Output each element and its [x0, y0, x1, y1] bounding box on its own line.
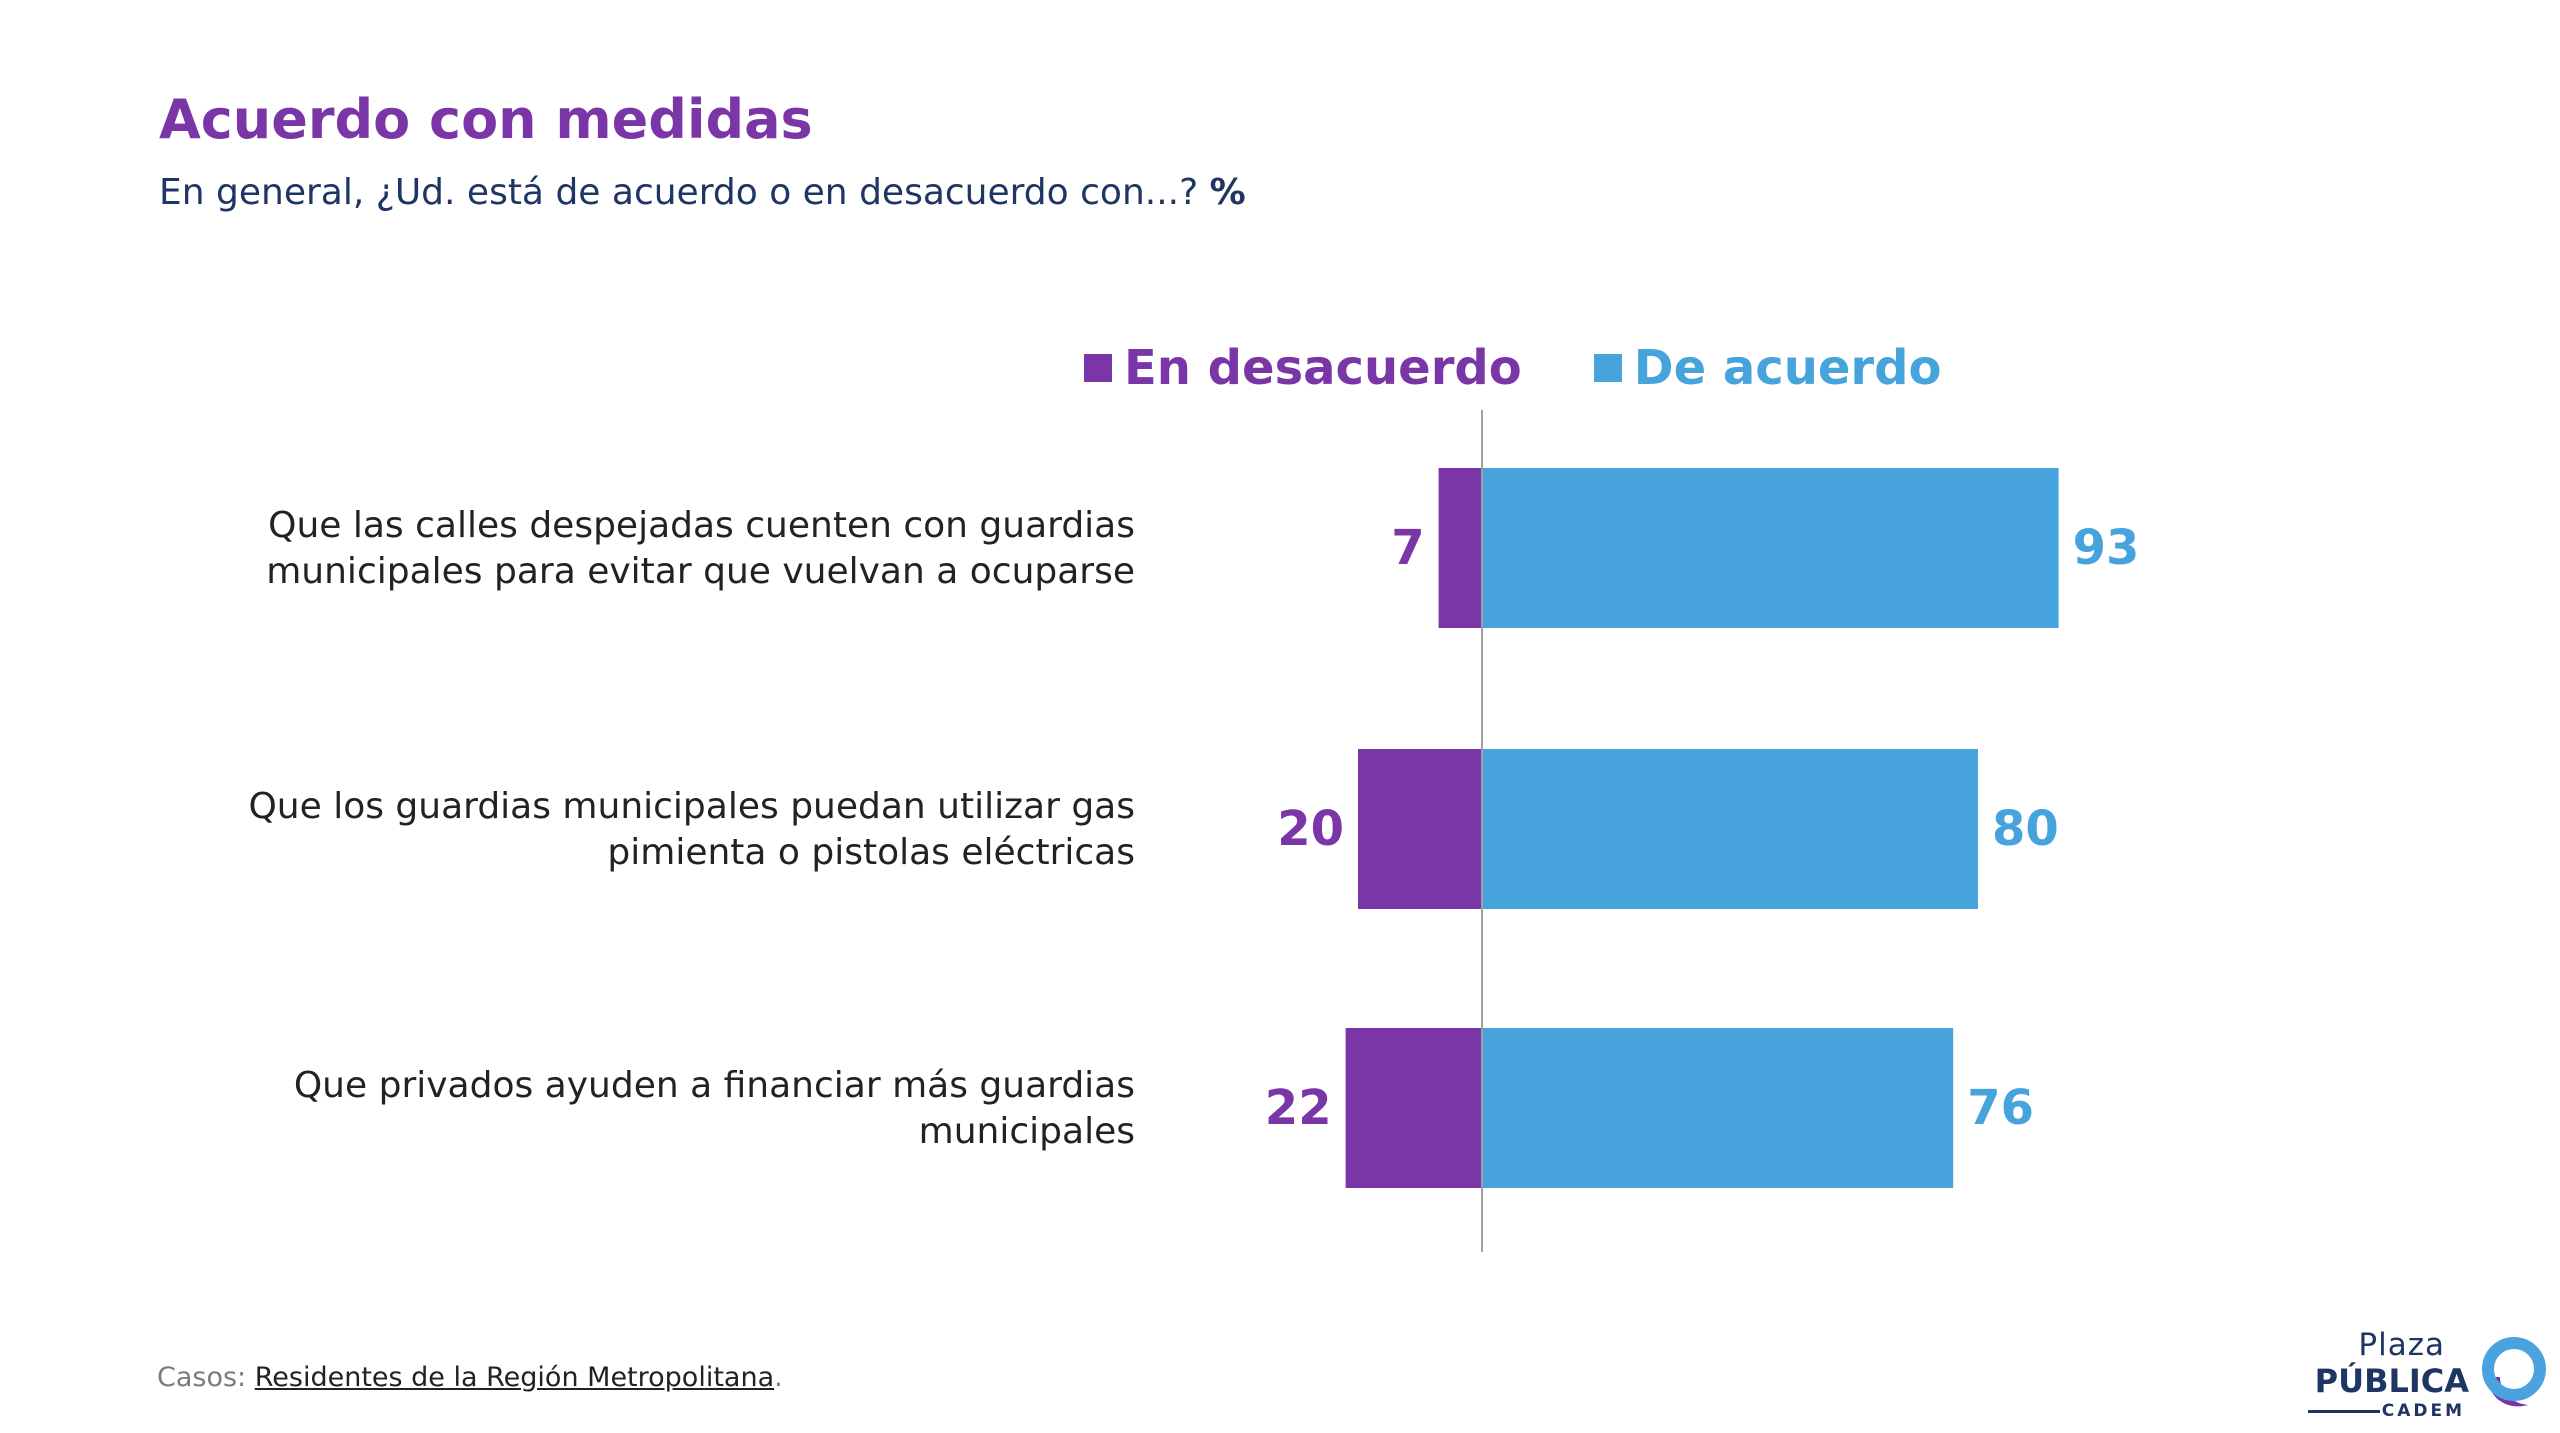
- bar-acuerdo: [1482, 468, 2059, 628]
- chart-subtitle: En general, ¿Ud. está de acuerdo o en de…: [159, 172, 1246, 213]
- chart-title: Acuerdo con medidas: [159, 88, 813, 151]
- data-label-desacuerdo: 7: [1391, 520, 1424, 576]
- legend-item: De acuerdo: [1593, 340, 1942, 396]
- legend-swatch: [1084, 354, 1112, 382]
- category-label-line: Que las calles despejadas cuenten con gu…: [268, 505, 1135, 546]
- legend-swatch: [1593, 354, 1622, 382]
- category-label: Que privados ayuden a financiar más guar…: [294, 1065, 1135, 1152]
- data-label-acuerdo: 93: [2073, 520, 2140, 576]
- legend-item: En desacuerdo: [1084, 340, 1522, 396]
- bar-desacuerdo: [1358, 749, 1482, 909]
- logo-cadem-text: CADEM: [2381, 1401, 2465, 1421]
- data-label-desacuerdo: 20: [1277, 801, 1344, 857]
- subtitle-text: En general, ¿Ud. está de acuerdo o en de…: [159, 172, 1210, 213]
- logo-plaza-text: Plaza: [2358, 1327, 2445, 1363]
- legend-label: De acuerdo: [1633, 340, 1942, 396]
- logo-publica-text: PÚBLICA: [2314, 1362, 2469, 1400]
- footer-note: Casos: Residentes de la Región Metropoli…: [157, 1362, 783, 1393]
- data-label-acuerdo: 80: [1992, 801, 2059, 857]
- bar-acuerdo: [1482, 749, 1978, 909]
- category-label-line: pimienta o pistolas eléctricas: [607, 832, 1135, 873]
- data-label-acuerdo: 76: [1967, 1080, 2034, 1136]
- category-label-line: municipales para evitar que vuelvan a oc…: [266, 551, 1135, 592]
- legend-label: En desacuerdo: [1124, 340, 1522, 396]
- data-label-desacuerdo: 22: [1265, 1080, 1332, 1136]
- category-label: Que los guardias municipales puedan util…: [248, 786, 1135, 873]
- category-label-line: Que los guardias municipales puedan util…: [248, 786, 1135, 827]
- footer-label: Casos:: [157, 1362, 255, 1393]
- category-label-line: Que privados ayuden a financiar más guar…: [294, 1065, 1135, 1106]
- logo-rule: [2308, 1410, 2380, 1413]
- bar-acuerdo: [1482, 1028, 1954, 1188]
- chart-legend: En desacuerdo De acuerdo: [1084, 338, 2013, 398]
- category-label-line: municipales: [919, 1111, 1135, 1152]
- bar-desacuerdo: [1438, 468, 1482, 628]
- footer-period: .: [774, 1362, 783, 1393]
- category-label: Que las calles despejadas cuenten con gu…: [266, 505, 1135, 592]
- logo-mark-icon: [2482, 1337, 2546, 1407]
- plaza-publica-cadem-logo: Plaza PÚBLICA CADEM: [2300, 1325, 2550, 1425]
- subtitle-unit: %: [1209, 172, 1246, 213]
- footer-source-link[interactable]: Residentes de la Región Metropolitana: [254, 1362, 775, 1393]
- bar-desacuerdo: [1345, 1028, 1482, 1188]
